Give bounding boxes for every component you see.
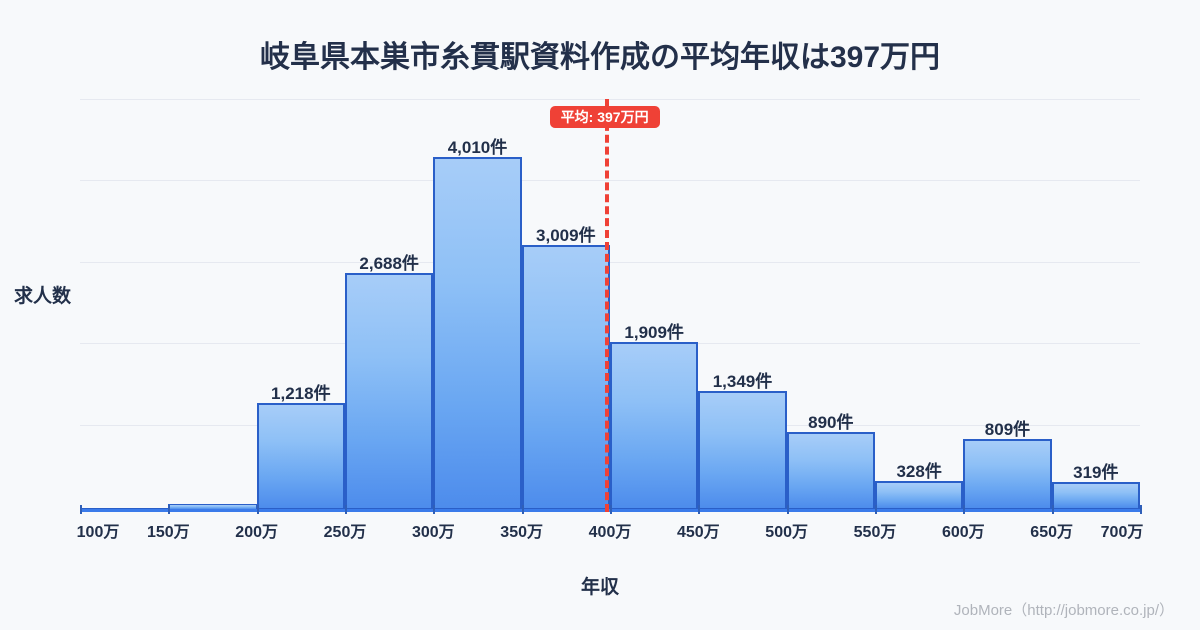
gridline <box>80 99 1140 100</box>
bar-value-label: 1,349件 <box>712 372 773 392</box>
x-axis-tick <box>698 505 701 514</box>
average-line <box>604 99 609 512</box>
bar[interactable] <box>345 273 434 510</box>
x-axis-tick <box>1051 505 1054 514</box>
x-axis-tick-label: 550万 <box>853 524 897 541</box>
x-axis-tick <box>80 505 82 514</box>
x-axis-tick <box>168 505 171 514</box>
bar[interactable] <box>256 402 345 510</box>
bar[interactable] <box>698 391 787 510</box>
x-axis-tick-label: 150万 <box>146 524 190 541</box>
y-axis-title: 求人数 <box>14 286 72 307</box>
x-axis-tick <box>521 505 524 514</box>
bar[interactable] <box>786 431 875 510</box>
bar-value-label: 319件 <box>1073 462 1119 482</box>
bar-value-label: 2,688件 <box>359 254 419 274</box>
bar[interactable] <box>521 245 610 510</box>
x-axis-tick-label: 200万 <box>235 524 279 541</box>
footer-credit: JobMore（http://jobmore.co.jp/） <box>953 602 1174 619</box>
bar-value-label: 1,218件 <box>271 383 331 403</box>
gridline <box>80 179 1140 181</box>
bar-value-label: 4,010件 <box>447 138 508 158</box>
bar[interactable] <box>433 157 522 510</box>
bar-value-label: 328件 <box>896 462 942 482</box>
x-axis-tick-label: 250万 <box>323 524 367 541</box>
x-axis-tick <box>963 505 966 514</box>
x-axis-title: 年収 <box>580 577 619 598</box>
bar-value-label: 1,909件 <box>624 322 684 342</box>
gridline <box>80 261 1140 263</box>
x-axis-tick-label: 600万 <box>941 524 985 541</box>
x-axis-tick-label: 450万 <box>676 524 720 541</box>
bar[interactable] <box>1051 481 1140 510</box>
x-axis-tick-label: 350万 <box>500 524 544 541</box>
x-axis-tick <box>256 505 259 514</box>
bar-value-label: 890件 <box>808 412 854 432</box>
x-axis-tick <box>786 505 789 514</box>
x-axis-tick <box>345 505 347 514</box>
page-title: 岐阜県本巣市糸貫駅資料作成の平均年収は397万円 <box>259 41 941 74</box>
x-axis-tick-label: 400万 <box>588 524 632 541</box>
x-axis-tick-label: 500万 <box>765 524 809 541</box>
bar[interactable] <box>963 438 1052 510</box>
x-axis-tick <box>1140 505 1142 514</box>
bar-value-label: 3,009件 <box>536 226 596 246</box>
x-axis-tick <box>875 505 877 514</box>
average-badge: 平均: 397万円 <box>549 106 660 128</box>
x-axis-tick-label: 100万 <box>76 524 120 541</box>
x-axis-tick-label: 650万 <box>1030 524 1074 541</box>
x-axis-tick-label: 700万 <box>1100 524 1144 541</box>
plot-area: 1,218件 2,688件 4,010件 3,009件 1,909件 1,349件 890件… <box>80 99 1140 510</box>
x-axis-tick-label: 300万 <box>411 524 455 541</box>
x-axis-tick <box>610 505 612 514</box>
bar-value-label: 809件 <box>984 419 1031 439</box>
x-axis-tick <box>433 505 436 514</box>
bar[interactable] <box>610 342 699 510</box>
bar[interactable] <box>875 481 964 510</box>
